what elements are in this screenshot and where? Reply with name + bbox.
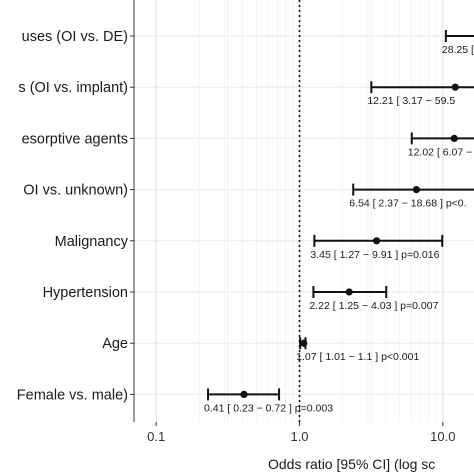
row-labels: uses (OI vs. DE) s (OI vs. implant) esorpt… <box>17 29 134 403</box>
point-estimate <box>450 134 458 142</box>
ci-text: 12.02 [ 6.07 − 24.8 <box>408 146 474 158</box>
row-label: Female vs. male) <box>17 387 128 403</box>
ci-text: 12.21 [ 3.17 − 59.5 <box>367 95 455 107</box>
x-axis-title: Odds ratio [95% CI] (log sc <box>268 456 435 472</box>
point-estimate <box>345 288 353 296</box>
ci-text: 0.41 [ 0.23 − 0.72 ] p=0.003 <box>204 402 333 414</box>
point-estimate <box>451 83 459 91</box>
ci-text: 6.54 [ 2.37 − 18.68 ] p<0. <box>349 198 466 210</box>
row-label: uses (OI vs. DE) <box>22 29 128 45</box>
row-label: Hypertension <box>43 285 128 301</box>
row-label: s (OI vs. implant) <box>18 80 128 96</box>
point-estimate <box>412 186 421 194</box>
ci-text: 2.22 [ 1.25 − 4.03 ] p=0.007 <box>309 300 438 312</box>
data-marks: 28.25 [ 10 12.21 [ 3.17 − 59.5 12.02 [ 6.0… <box>204 30 474 414</box>
ci-text: 3.45 [ 1.27 − 9.91 ] p=0.016 <box>310 249 439 261</box>
ci-text: 28.25 [ 10 <box>442 44 474 56</box>
ci-text: 1.07 [ 1.01 − 1.1 ] p<0.001 <box>296 351 419 363</box>
point-estimate <box>372 237 381 245</box>
row-label: esorptive agents <box>22 131 128 147</box>
point-estimate <box>240 390 248 398</box>
row-label: Malignancy <box>55 234 129 250</box>
x-tick-label: 10.0 <box>430 429 455 444</box>
x-axis: 0.1 1.0 10.0 Odds ratio [95% CI] (log sc <box>133 0 455 472</box>
x-tick-label: 0.1 <box>147 429 165 444</box>
row-label: Age <box>102 336 128 352</box>
point-estimate <box>300 339 308 347</box>
row-label: OI vs. unknown) <box>23 183 128 199</box>
x-tick-label: 1.0 <box>290 429 308 444</box>
